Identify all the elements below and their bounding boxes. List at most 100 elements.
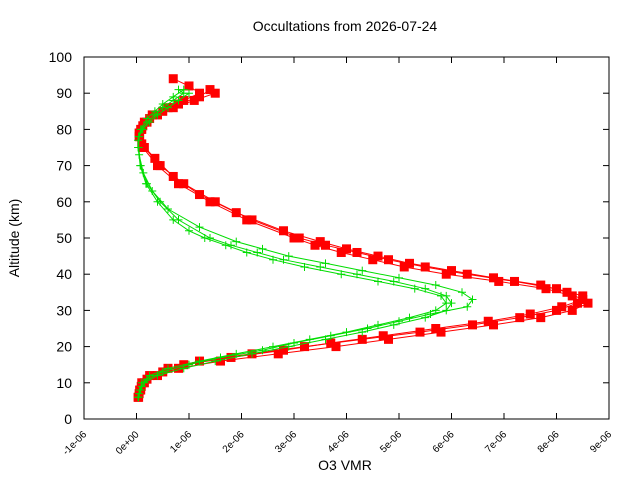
data-point — [279, 226, 288, 236]
data-point — [169, 92, 178, 101]
data-point — [436, 327, 446, 337]
y-axis-ticks: 0 10 20 30 40 50 60 70 80 90 100 — [49, 49, 609, 427]
data-point — [227, 241, 235, 250]
data-point — [421, 284, 430, 293]
data-point — [489, 320, 498, 330]
data-point — [395, 273, 403, 282]
data-point — [216, 353, 225, 362]
x-tick-label: 7e-06 — [483, 429, 509, 455]
data-point — [321, 259, 330, 268]
data-point — [431, 324, 441, 333]
y-tick-label: 10 — [56, 375, 72, 391]
x-tick-label: -1e-06 — [61, 429, 90, 458]
data-point — [378, 331, 388, 341]
data-point — [374, 320, 382, 329]
y-tick-label: 30 — [56, 302, 72, 318]
data-point — [185, 226, 193, 235]
data-point — [315, 237, 325, 247]
data-point — [143, 114, 151, 123]
data-point — [139, 168, 148, 177]
data-point — [389, 277, 398, 286]
chart-title: Occultations from 2026-07-24 — [253, 18, 438, 34]
data-point — [150, 153, 160, 163]
data-point — [321, 240, 330, 250]
data-point — [463, 302, 472, 311]
data-point — [342, 244, 351, 254]
x-axis-ticks: -1e-06 0e+00 1e-06 2e-06 3e-06 4e-06 5e-06 6e-0… — [61, 57, 614, 458]
y-tick-label: 0 — [64, 411, 72, 427]
data-point — [136, 125, 145, 134]
data-point — [189, 95, 199, 105]
data-point — [179, 85, 188, 94]
y-tick-label: 90 — [56, 85, 72, 101]
data-point — [185, 360, 193, 369]
data-point — [583, 298, 593, 308]
data-point — [258, 346, 267, 355]
data-point — [567, 291, 577, 301]
data-point — [557, 302, 567, 312]
data-point — [174, 96, 183, 105]
data-point — [242, 215, 252, 225]
data-point — [195, 190, 204, 200]
data-point — [441, 269, 451, 279]
data-point — [206, 234, 214, 242]
y-tick-label: 70 — [56, 158, 72, 174]
data-point — [247, 215, 257, 225]
data-point — [148, 186, 157, 195]
series-line — [138, 92, 589, 398]
data-point — [468, 295, 477, 304]
data-point — [155, 161, 165, 171]
x-tick-label: 0e+00 — [114, 429, 142, 457]
data-point — [573, 298, 582, 308]
data-point — [405, 313, 414, 322]
series-line — [137, 89, 474, 394]
data-point — [158, 100, 167, 109]
data-point — [289, 233, 299, 243]
data-point — [168, 171, 178, 181]
x-tick-label: 3e-06 — [273, 429, 299, 455]
data-point — [431, 281, 440, 290]
data-point — [536, 313, 546, 323]
data-point — [150, 107, 159, 116]
data-point — [426, 310, 435, 319]
data-point — [174, 215, 183, 224]
plot-series — [133, 74, 593, 402]
data-point — [205, 85, 215, 95]
data-point — [195, 92, 204, 102]
data-point — [205, 197, 215, 207]
data-point — [384, 334, 393, 344]
data-point — [458, 288, 466, 297]
data-point — [310, 240, 320, 250]
data-point — [373, 251, 383, 261]
data-point — [552, 305, 561, 315]
data-point — [567, 305, 577, 315]
data-point — [316, 262, 325, 271]
data-point — [420, 262, 430, 272]
data-point — [174, 363, 183, 373]
x-tick-label: 4e-06 — [326, 429, 352, 455]
x-tick-label: 5e-06 — [378, 429, 404, 455]
data-point — [134, 136, 143, 145]
data-point — [395, 317, 403, 326]
data-point — [179, 95, 189, 105]
data-point — [135, 389, 144, 398]
data-point — [258, 244, 267, 253]
data-point — [483, 316, 493, 326]
data-point — [536, 280, 546, 290]
data-point — [515, 313, 525, 323]
y-tick-label: 20 — [56, 339, 72, 355]
data-point — [294, 233, 304, 243]
data-point — [134, 393, 143, 402]
data-point — [290, 338, 298, 347]
data-point — [273, 349, 283, 359]
data-point — [468, 320, 477, 330]
x-tick-label: 2e-06 — [221, 429, 247, 455]
data-point — [368, 255, 378, 265]
data-point — [137, 382, 146, 391]
data-point — [353, 270, 361, 279]
data-point — [494, 276, 504, 286]
data-point — [578, 295, 588, 305]
data-point — [195, 223, 204, 232]
series-line — [138, 89, 585, 394]
